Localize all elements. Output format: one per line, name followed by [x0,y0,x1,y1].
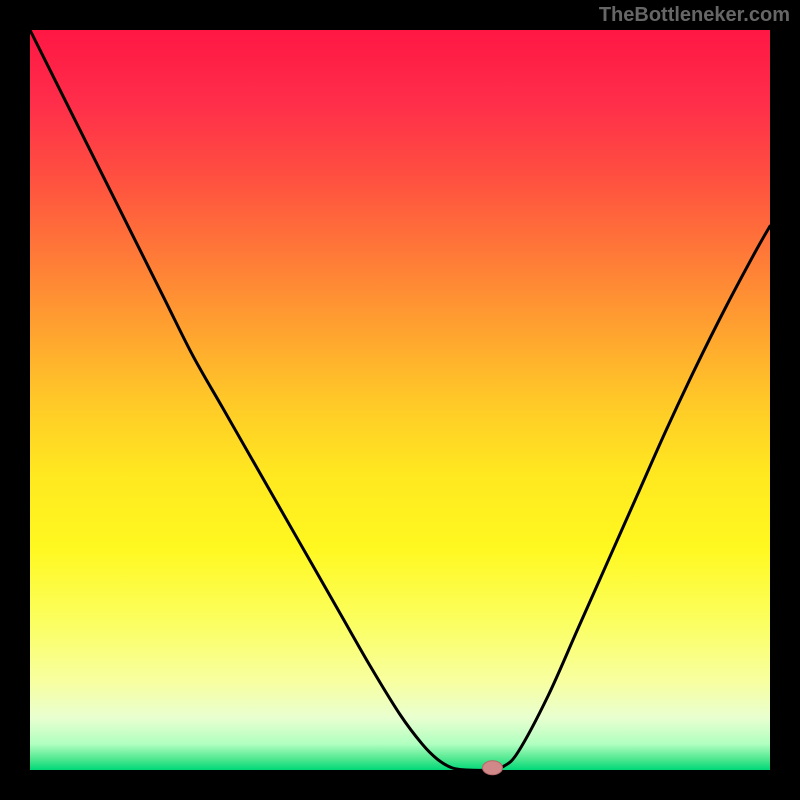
optimal-marker [483,761,503,775]
plot-background [30,30,770,770]
watermark-text: TheBottleneker.com [599,4,790,27]
chart-container: TheBottleneker.com [0,0,800,800]
bottleneck-chart [0,0,800,800]
